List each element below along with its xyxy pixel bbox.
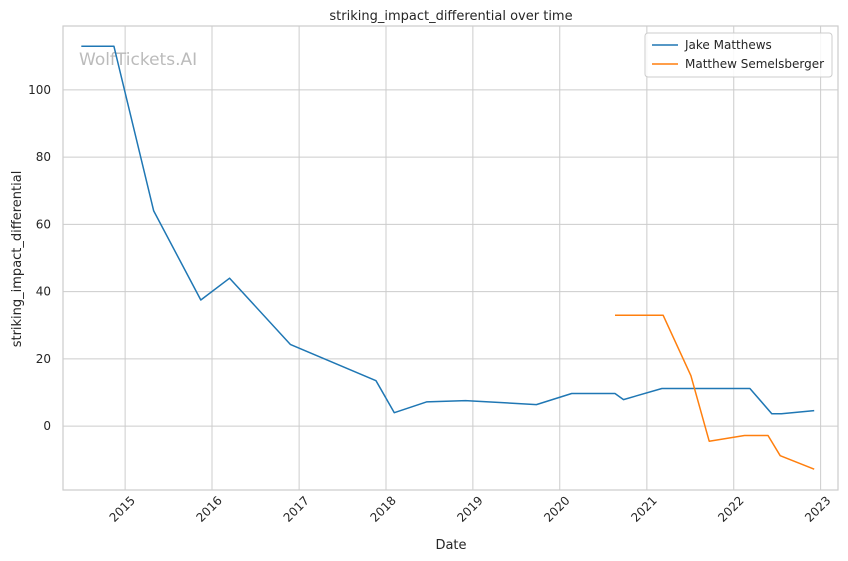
y-tick-label-20: 20 xyxy=(36,352,51,366)
y-tick-label-0: 0 xyxy=(43,419,51,433)
y-tick-label-60: 60 xyxy=(36,217,51,231)
series-layer xyxy=(81,45,815,470)
legend: Jake Matthews Matthew Semelsberger xyxy=(644,32,833,78)
series-line-matthew-semelsberger xyxy=(615,314,815,470)
legend-label-matthew-semelsberger: Matthew Semelsberger xyxy=(685,57,824,71)
series-line-jake-matthews xyxy=(81,45,815,415)
plot-frame xyxy=(62,25,839,491)
x-axis-label: Date xyxy=(435,538,466,553)
y-tick-label-100: 100 xyxy=(28,83,51,97)
legend-box xyxy=(644,32,833,78)
y-axis-ticks: 0 20 40 60 80 100 xyxy=(28,83,51,433)
watermark: WolfTickets.AI xyxy=(79,50,197,70)
y-tick-label-80: 80 xyxy=(36,150,51,164)
y-axis-label: striking_impact_differential xyxy=(10,171,25,348)
chart-title: striking_impact_differential over time xyxy=(329,9,572,24)
y-tick-label-40: 40 xyxy=(36,285,51,299)
legend-label-jake-matthews: Jake Matthews xyxy=(684,38,772,52)
grid xyxy=(63,26,838,490)
